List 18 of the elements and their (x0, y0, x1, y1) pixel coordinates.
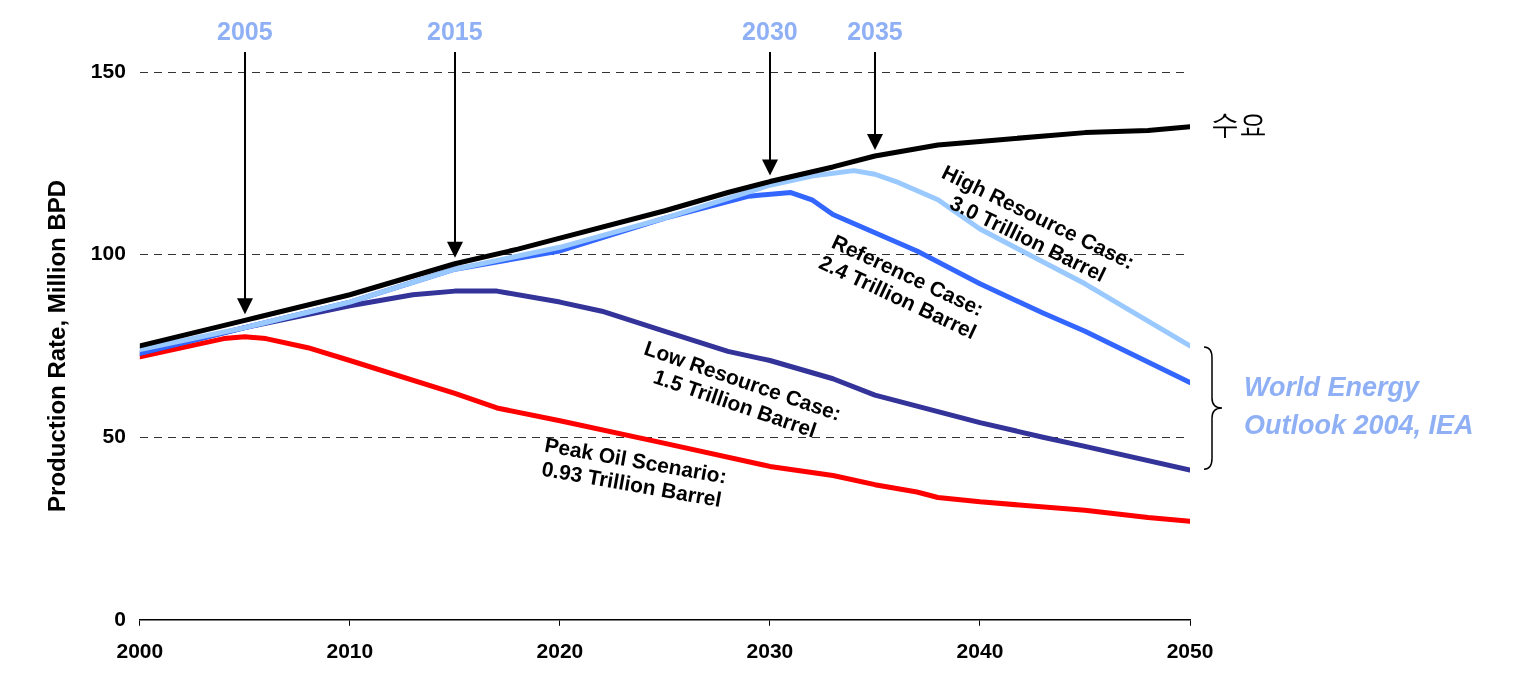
annotation: 2015 (426, 16, 484, 46)
x-tick-label: 2040 (956, 639, 1004, 663)
y-axis-title: Production Rate, Million BPD (43, 179, 71, 512)
y-tick-label: 50 (102, 424, 126, 447)
x-tick-label: 2000 (116, 639, 164, 663)
annotation: 2035 (846, 16, 904, 46)
y-tick-label: 0 (114, 606, 126, 630)
text: World Energy Outlook 2004, IEA (1244, 372, 1474, 441)
y-tick-label: 100 (90, 241, 126, 265)
series-label: 수요 (1211, 109, 1267, 141)
x-tick-label: 2030 (746, 639, 794, 663)
annotation: 2005 (216, 16, 274, 46)
text: Peak Oil Scenario: 0.93 Trillion Barrel (539, 432, 729, 511)
x-tick-label: 2020 (536, 639, 584, 663)
annotation: 2030 (741, 16, 799, 46)
y-tick-label: 150 (90, 58, 126, 82)
x-tick-label: 2010 (326, 639, 374, 663)
x-tick-label: 2050 (1166, 639, 1214, 663)
